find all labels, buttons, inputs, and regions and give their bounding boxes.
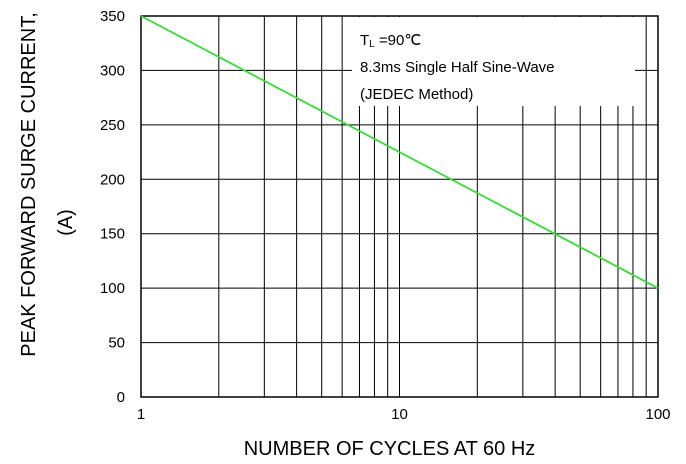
annotation-box	[352, 17, 635, 106]
plot-frame	[140, 15, 659, 398]
y-tick-label: 50	[108, 335, 125, 352]
y-tick-label: 0	[117, 389, 125, 406]
y-tick-label: 350	[100, 8, 125, 25]
y-tick-label: 100	[100, 280, 125, 297]
annotation-temperature: TL =90℃	[360, 32, 421, 50]
y-tick-label: 300	[100, 62, 125, 79]
plot-border	[140, 15, 659, 398]
y-tick-label: 150	[100, 226, 125, 243]
x-axis-label: NUMBER OF CYCLES AT 60 Hz	[244, 438, 536, 460]
x-tick-label: 1	[137, 406, 145, 423]
x-tick-label: 100	[645, 406, 670, 423]
tick-labels: 0 50 100 150 200 250 300 350 1 10 100	[100, 8, 671, 423]
x-tick-label: 10	[391, 406, 408, 423]
series-line-0	[140, 15, 659, 289]
annotation-waveform: 8.3ms Single Half Sine-Wave	[360, 59, 555, 76]
y-axis-label-line1: PEAK FORWARD SURGE CURRENT,	[18, 12, 40, 356]
annotation-method: (JEDEC Method)	[360, 86, 473, 103]
y-tick-label: 250	[100, 117, 125, 134]
series-layer	[140, 15, 659, 289]
y-tick-label: 200	[100, 171, 125, 188]
y-axis-label-line2: (A)	[55, 209, 77, 236]
